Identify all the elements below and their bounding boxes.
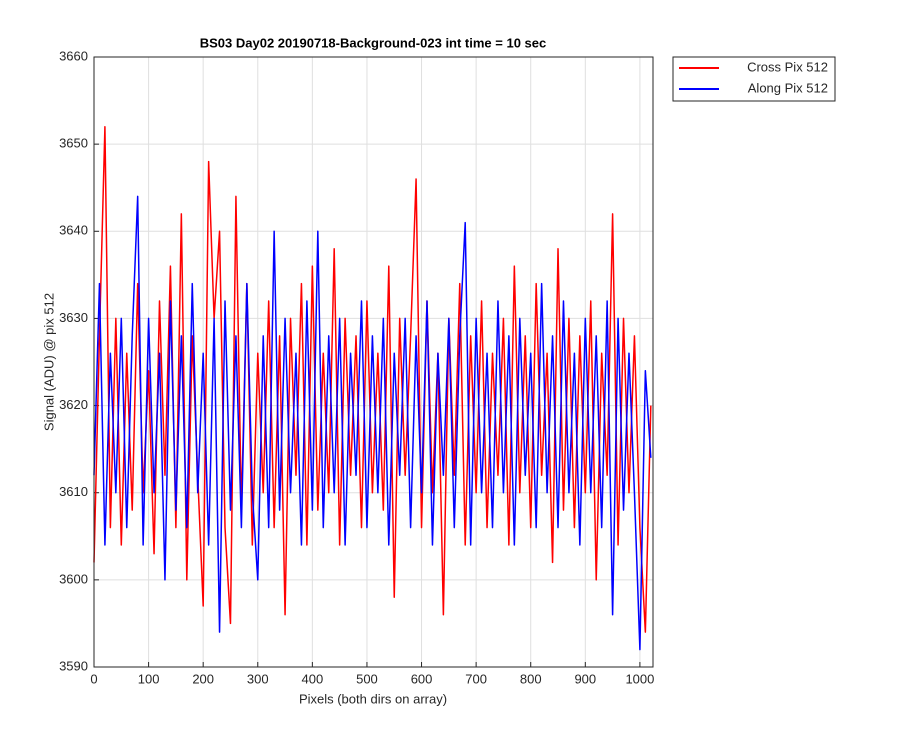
y-tick-label: 3600 xyxy=(59,571,88,586)
series-line xyxy=(93,125,652,633)
x-tick-label: 1000 xyxy=(625,671,654,686)
axes-box xyxy=(93,56,654,668)
y-tick-label: 3590 xyxy=(59,658,88,673)
y-tick-label: 3660 xyxy=(59,48,88,63)
x-axis-label: Pixels (both dirs on array) xyxy=(299,691,447,706)
y-tick-label: 3640 xyxy=(59,223,88,238)
y-tick-label: 3610 xyxy=(59,484,88,499)
legend-box xyxy=(672,56,836,102)
x-tick-label: 200 xyxy=(192,671,214,686)
legend-label: Along Pix 512 xyxy=(748,80,828,95)
x-tick-label: 0 xyxy=(90,671,97,686)
y-axis-label: Signal (ADU) @ pix 512 xyxy=(41,293,56,431)
x-tick-label: 400 xyxy=(302,671,324,686)
legend-label: Cross Pix 512 xyxy=(747,59,828,74)
chart-title: BS03 Day02 20190718-Background-023 int t… xyxy=(200,35,547,50)
y-tick-label: 3630 xyxy=(59,310,88,325)
x-tick-label: 800 xyxy=(520,671,542,686)
y-tick-label: 3650 xyxy=(59,136,88,151)
series-line xyxy=(93,195,652,651)
x-tick-label: 300 xyxy=(247,671,269,686)
x-tick-label: 500 xyxy=(356,671,378,686)
x-tick-label: 100 xyxy=(138,671,160,686)
y-tick-label: 3620 xyxy=(59,397,88,412)
x-tick-label: 900 xyxy=(574,671,596,686)
x-tick-label: 700 xyxy=(465,671,487,686)
x-tick-label: 600 xyxy=(411,671,433,686)
